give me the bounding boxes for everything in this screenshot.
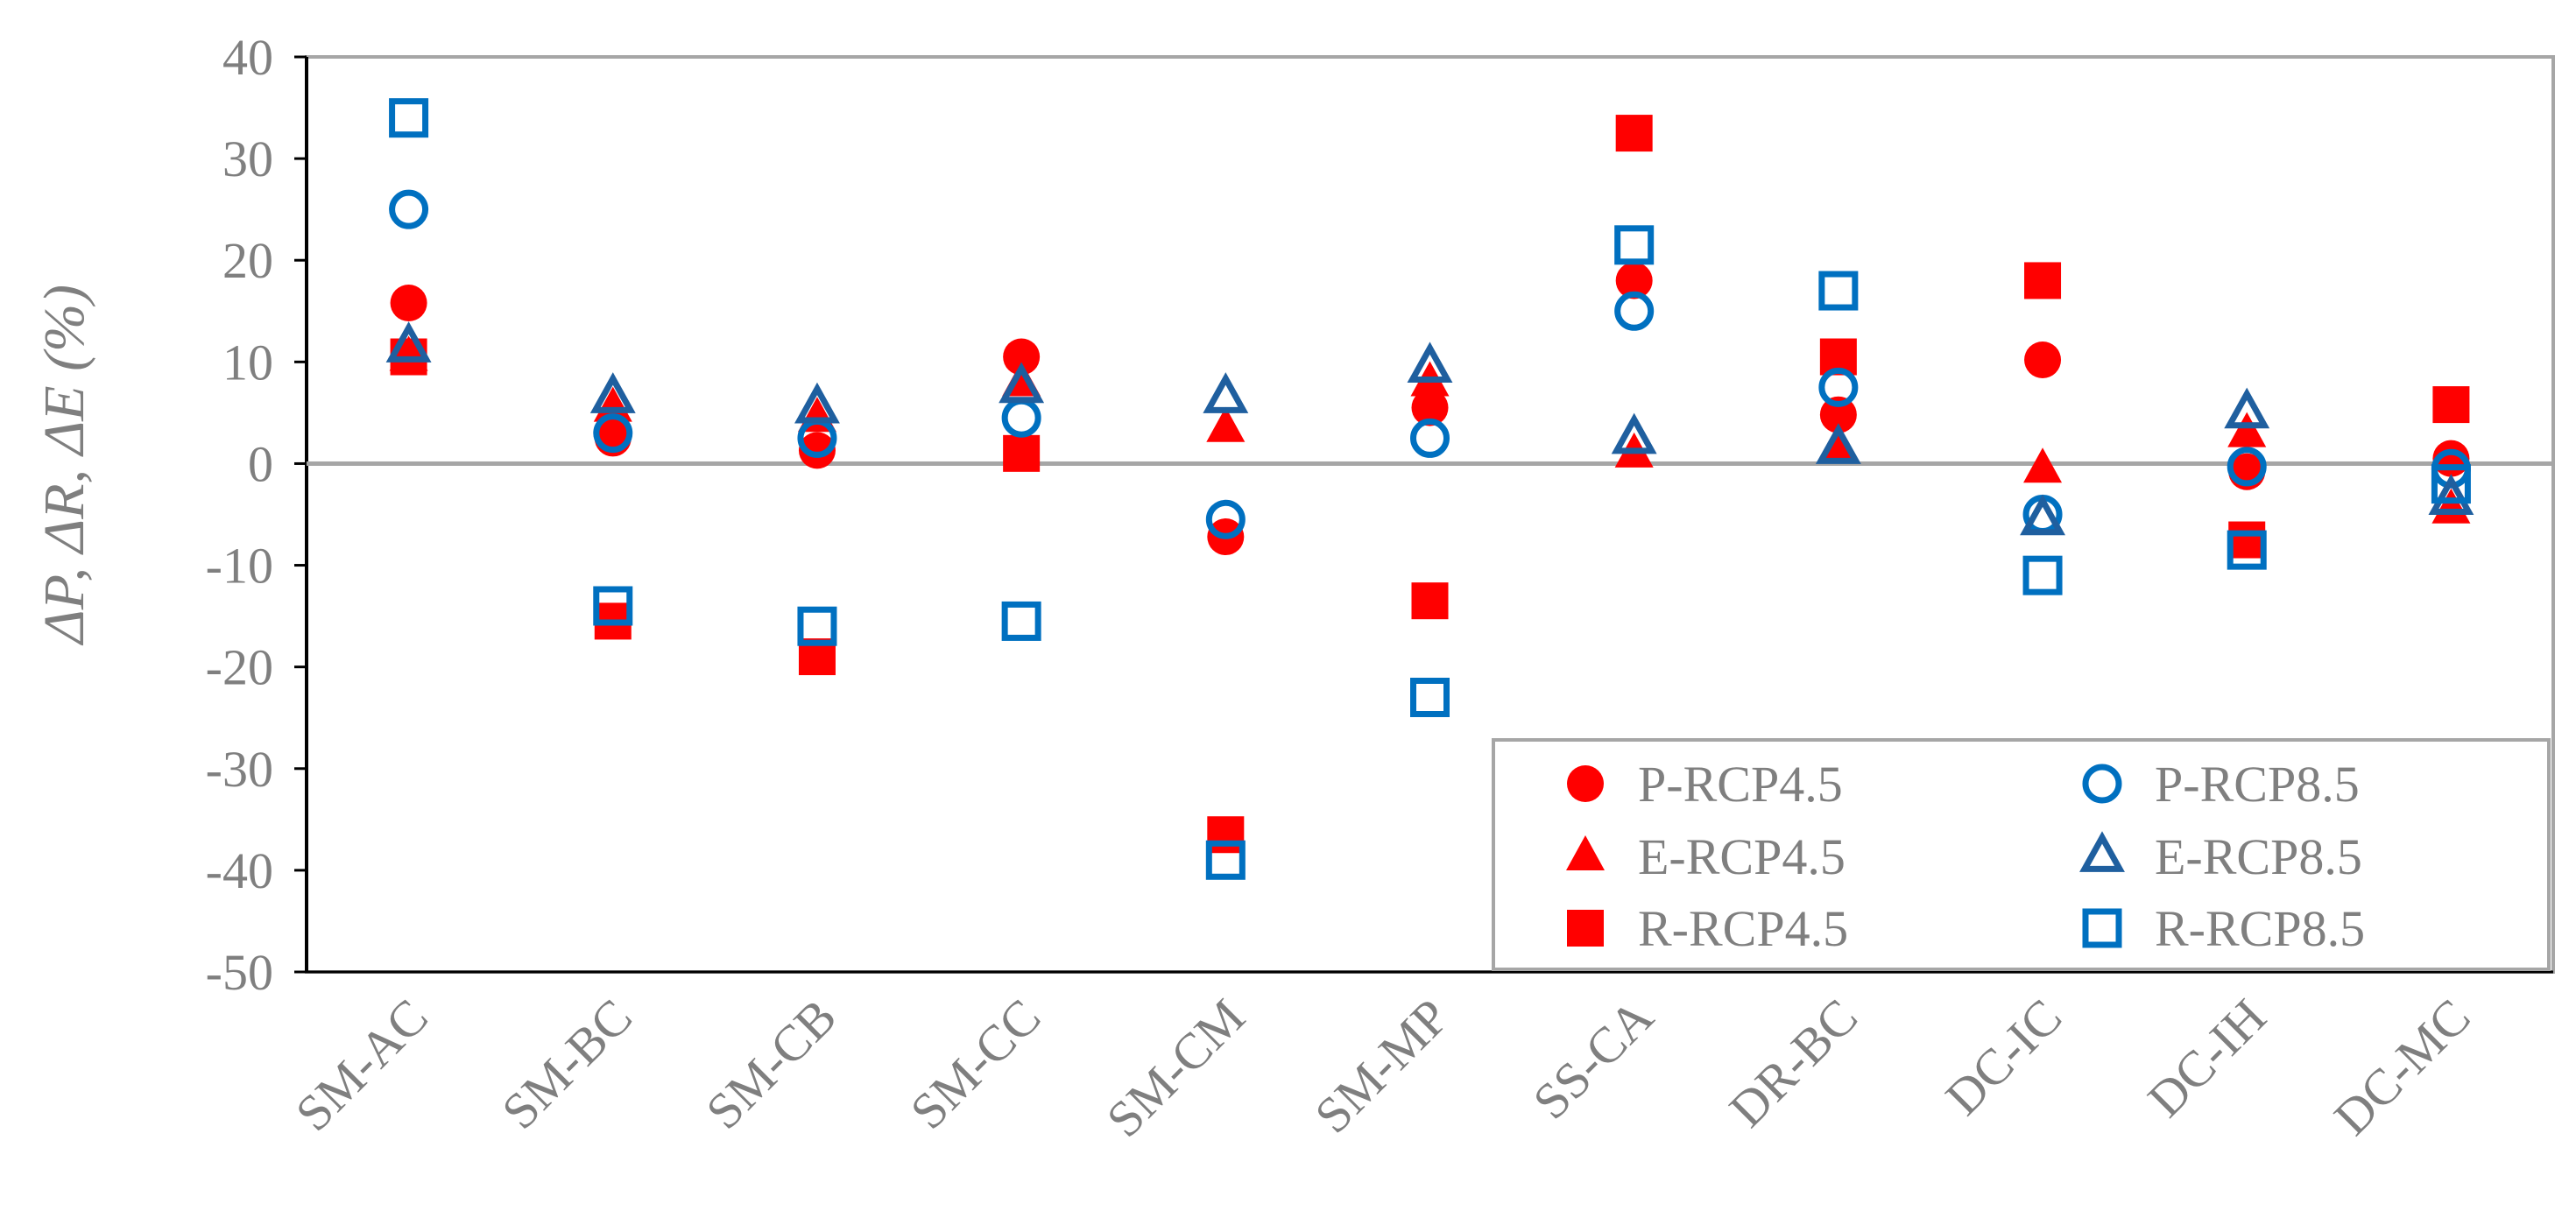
data-point-E-RCP4.5-DR-BC (1818, 427, 1858, 463)
legend-marker-R-RCP8.5 (2082, 908, 2122, 948)
x-tick-label: DC-IC (1935, 988, 2073, 1126)
y-tick-label: 40 (222, 29, 273, 86)
y-tick-label: 0 (248, 435, 273, 492)
legend-marker-E-RCP8.5 (2079, 831, 2125, 872)
data-point-R-RCP8.5-SM-CC (1001, 601, 1041, 641)
y-axis-label-group: ΔP, ΔR, ΔE (%) (32, 285, 96, 646)
y-tick-labels: 40 30 20 10 0 -10 -20 -30 -40 -50 (206, 29, 273, 1001)
data-point-R-RCP4.5-SM-CM (1207, 816, 1245, 854)
x-tick-label: SM-AC (285, 988, 439, 1142)
data-point-E-RCP8.5-DC-MC (2428, 474, 2474, 515)
data-point-R-RCP8.5-DC-IC (2022, 555, 2063, 595)
data-points (385, 98, 2474, 880)
data-point-R-RCP8.5-SM-CM (1205, 840, 1246, 880)
data-point-P-RCP4.5-SS-CA (1615, 262, 1653, 299)
data-point-P-RCP4.5-SM-CB (798, 432, 836, 469)
legend-label: E-RCP8.5 (2155, 828, 2362, 885)
data-point-R-RCP8.5-DR-BC (1818, 271, 1859, 311)
x-tick-label: SM-MP (1304, 988, 1460, 1144)
y-tick-label: -20 (206, 639, 273, 696)
data-point-P-RCP8.5-SM-BC (593, 413, 633, 454)
y-tick-label: -50 (206, 944, 273, 1001)
data-point-P-RCP8.5-SS-CA (1614, 291, 1655, 331)
legend-marker-P-RCP8.5 (2082, 764, 2122, 804)
legend: P-RCP4.5 P-RCP8.5 E-RCP4.5 E-RCP8.5 R-RCP4.5… (1492, 738, 2551, 971)
legend-label: R-RCP8.5 (2155, 900, 2365, 957)
legend-label: R-RCP4.5 (1638, 900, 1848, 957)
data-point-R-RCP4.5-SS-CA (1615, 115, 1653, 152)
x-tick-label: DR-BC (1719, 988, 1868, 1137)
legend-marker-R-RCP4.5 (1567, 910, 1604, 947)
data-point-P-RCP8.5-SM-CM (1205, 499, 1246, 539)
data-point-E-RCP8.5-SM-AC (385, 321, 432, 363)
data-point-E-RCP8.5-SM-BC (589, 372, 636, 413)
x-tick-label: SM-CM (1096, 988, 1256, 1148)
data-point-E-RCP4.5-DC-IH (2227, 412, 2267, 447)
legend-label: E-RCP4.5 (1638, 828, 1846, 885)
series-R-RCP4.5 (390, 115, 2470, 854)
legend-label: P-RCP8.5 (2155, 756, 2360, 813)
series-E-RCP4.5 (389, 335, 2471, 524)
legend-marker-P-RCP4.5 (1567, 765, 1604, 802)
data-point-P-RCP4.5-SM-CC (1003, 338, 1041, 376)
data-point-P-RCP4.5-DC-IC (2024, 341, 2062, 379)
data-point-R-RCP8.5-SS-CA (1614, 225, 1655, 265)
x-tick-label: SS-CA (1522, 988, 1664, 1130)
x-tick-label: DC-MC (2323, 988, 2481, 1145)
y-tick-label: -10 (206, 538, 273, 595)
data-point-P-RCP8.5-SM-CC (1001, 398, 1041, 438)
data-point-P-RCP8.5-SM-AC (389, 189, 429, 229)
data-point-R-RCP8.5-DC-MC (2431, 464, 2471, 504)
legend-label: P-RCP4.5 (1638, 756, 1843, 813)
data-point-R-RCP8.5-SM-AC (389, 98, 429, 138)
x-tick-label: SM-CB (695, 988, 848, 1140)
data-point-R-RCP8.5-SM-MP (1410, 678, 1450, 717)
data-point-R-RCP8.5-DC-IH (2227, 530, 2267, 570)
y-axis-label: ΔP, ΔR, ΔE (%) (32, 285, 96, 646)
axis-layer (294, 55, 2555, 974)
y-tick-label: 20 (222, 232, 273, 289)
data-point-R-RCP4.5-DC-IC (2024, 262, 2062, 299)
data-point-E-RCP8.5-SM-CB (794, 382, 840, 424)
data-point-P-RCP4.5-SM-MP (1411, 389, 1449, 426)
data-point-P-RCP4.5-DR-BC (1819, 396, 1857, 433)
data-point-R-RCP4.5-SM-MP (1411, 582, 1449, 620)
series-P-RCP4.5 (390, 262, 2470, 556)
y-tick-label: 30 (222, 130, 273, 187)
data-point-R-RCP8.5-SM-BC (593, 586, 633, 626)
data-point-E-RCP8.5-DR-BC (1815, 423, 1861, 464)
x-tick-label: SM-CC (900, 988, 1052, 1140)
x-tick-labels: SM-AC SM-BC SM-CB SM-CC SM-CM SM-MP SS-CA DR-BC… (285, 988, 2481, 1148)
data-point-E-RCP4.5-SM-CM (1206, 406, 1246, 442)
data-point-E-RCP8.5-SM-CM (1203, 372, 1249, 413)
x-tick-label: DC-IH (2137, 988, 2277, 1128)
data-point-P-RCP8.5-DC-IH (2227, 447, 2267, 487)
data-point-E-RCP8.5-DC-IH (2224, 387, 2270, 429)
data-point-R-RCP4.5-SM-CC (1003, 434, 1041, 472)
data-point-P-RCP8.5-DR-BC (1818, 367, 1859, 407)
x-tick-label: SM-BC (490, 988, 643, 1140)
y-tick-label: -30 (206, 741, 273, 798)
data-point-R-RCP4.5-DC-MC (2432, 386, 2470, 424)
data-point-E-RCP8.5-DC-IC (2020, 494, 2065, 536)
data-point-P-RCP4.5-SM-AC (390, 284, 427, 321)
y-tick-label: 10 (222, 334, 273, 391)
data-point-E-RCP4.5-DC-IC (2023, 447, 2063, 483)
data-point-R-RCP4.5-DC-IH (2228, 521, 2266, 559)
data-point-P-RCP8.5-SM-MP (1410, 418, 1450, 458)
series-E-RCP8.5 (385, 321, 2474, 536)
data-point-E-RCP8.5-SS-CA (1611, 412, 1657, 454)
data-point-E-RCP8.5-SM-CC (999, 362, 1045, 404)
series-R-RCP8.5 (389, 98, 2471, 880)
y-tick-label: -40 (206, 842, 273, 899)
legend-box (1492, 738, 2551, 971)
data-point-R-RCP8.5-SM-CB (797, 606, 837, 646)
legend-marker-E-RCP4.5 (1566, 835, 1605, 870)
data-point-E-RCP8.5-SM-MP (1407, 341, 1453, 384)
